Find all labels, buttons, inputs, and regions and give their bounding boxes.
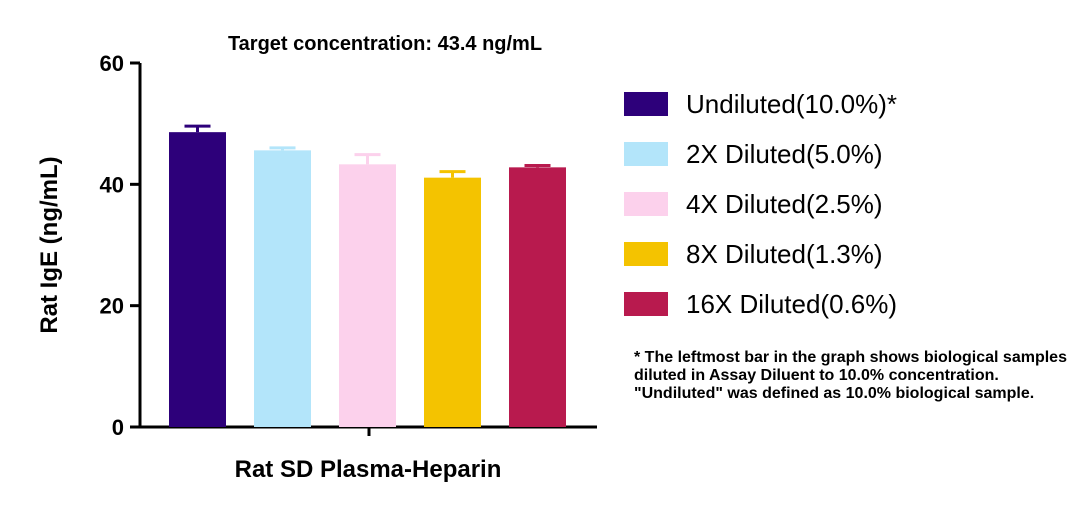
y-tick-label: 60 [100,51,124,76]
legend-item: Undiluted(10.0%)* [624,84,897,124]
legend-item: 4X Diluted(2.5%) [624,184,883,224]
bar-3 [339,164,396,427]
legend-item: 2X Diluted(5.0%) [624,134,883,174]
y-axis-title: Rat IgE (ng/mL) [36,156,63,333]
legend-label: 8X Diluted(1.3%) [686,238,883,269]
legend-swatch [624,92,668,116]
legend-label: 4X Diluted(2.5%) [686,188,883,219]
legend-item: 8X Diluted(1.3%) [624,234,883,274]
legend-label: Undiluted(10.0%)* [686,88,898,119]
y-tick-label: 20 [100,294,124,319]
footnote: * The leftmost bar in the graph shows bi… [634,349,1067,402]
y-tick-label: 40 [100,172,124,197]
bar-4 [424,177,481,427]
x-axis-title: Rat SD Plasma-Heparin [235,456,502,483]
bar-1 [169,132,226,427]
legend-label: 2X Diluted(5.0%) [686,138,883,169]
chart-title: Target concentration: 43.4 ng/mL [228,33,542,55]
legend-item: 16X Diluted(0.6%) [624,284,897,324]
y-tick-label: 0 [112,415,124,440]
bar-2 [254,150,311,428]
legend-swatch [624,292,668,316]
plot-area: 0 20 40 60 [100,51,597,440]
bar-5 [509,167,566,427]
legend-swatch [624,142,668,166]
legend-swatch [624,192,668,216]
legend-label: 16X Diluted(0.6%) [686,288,897,319]
legend-swatch [624,242,668,266]
